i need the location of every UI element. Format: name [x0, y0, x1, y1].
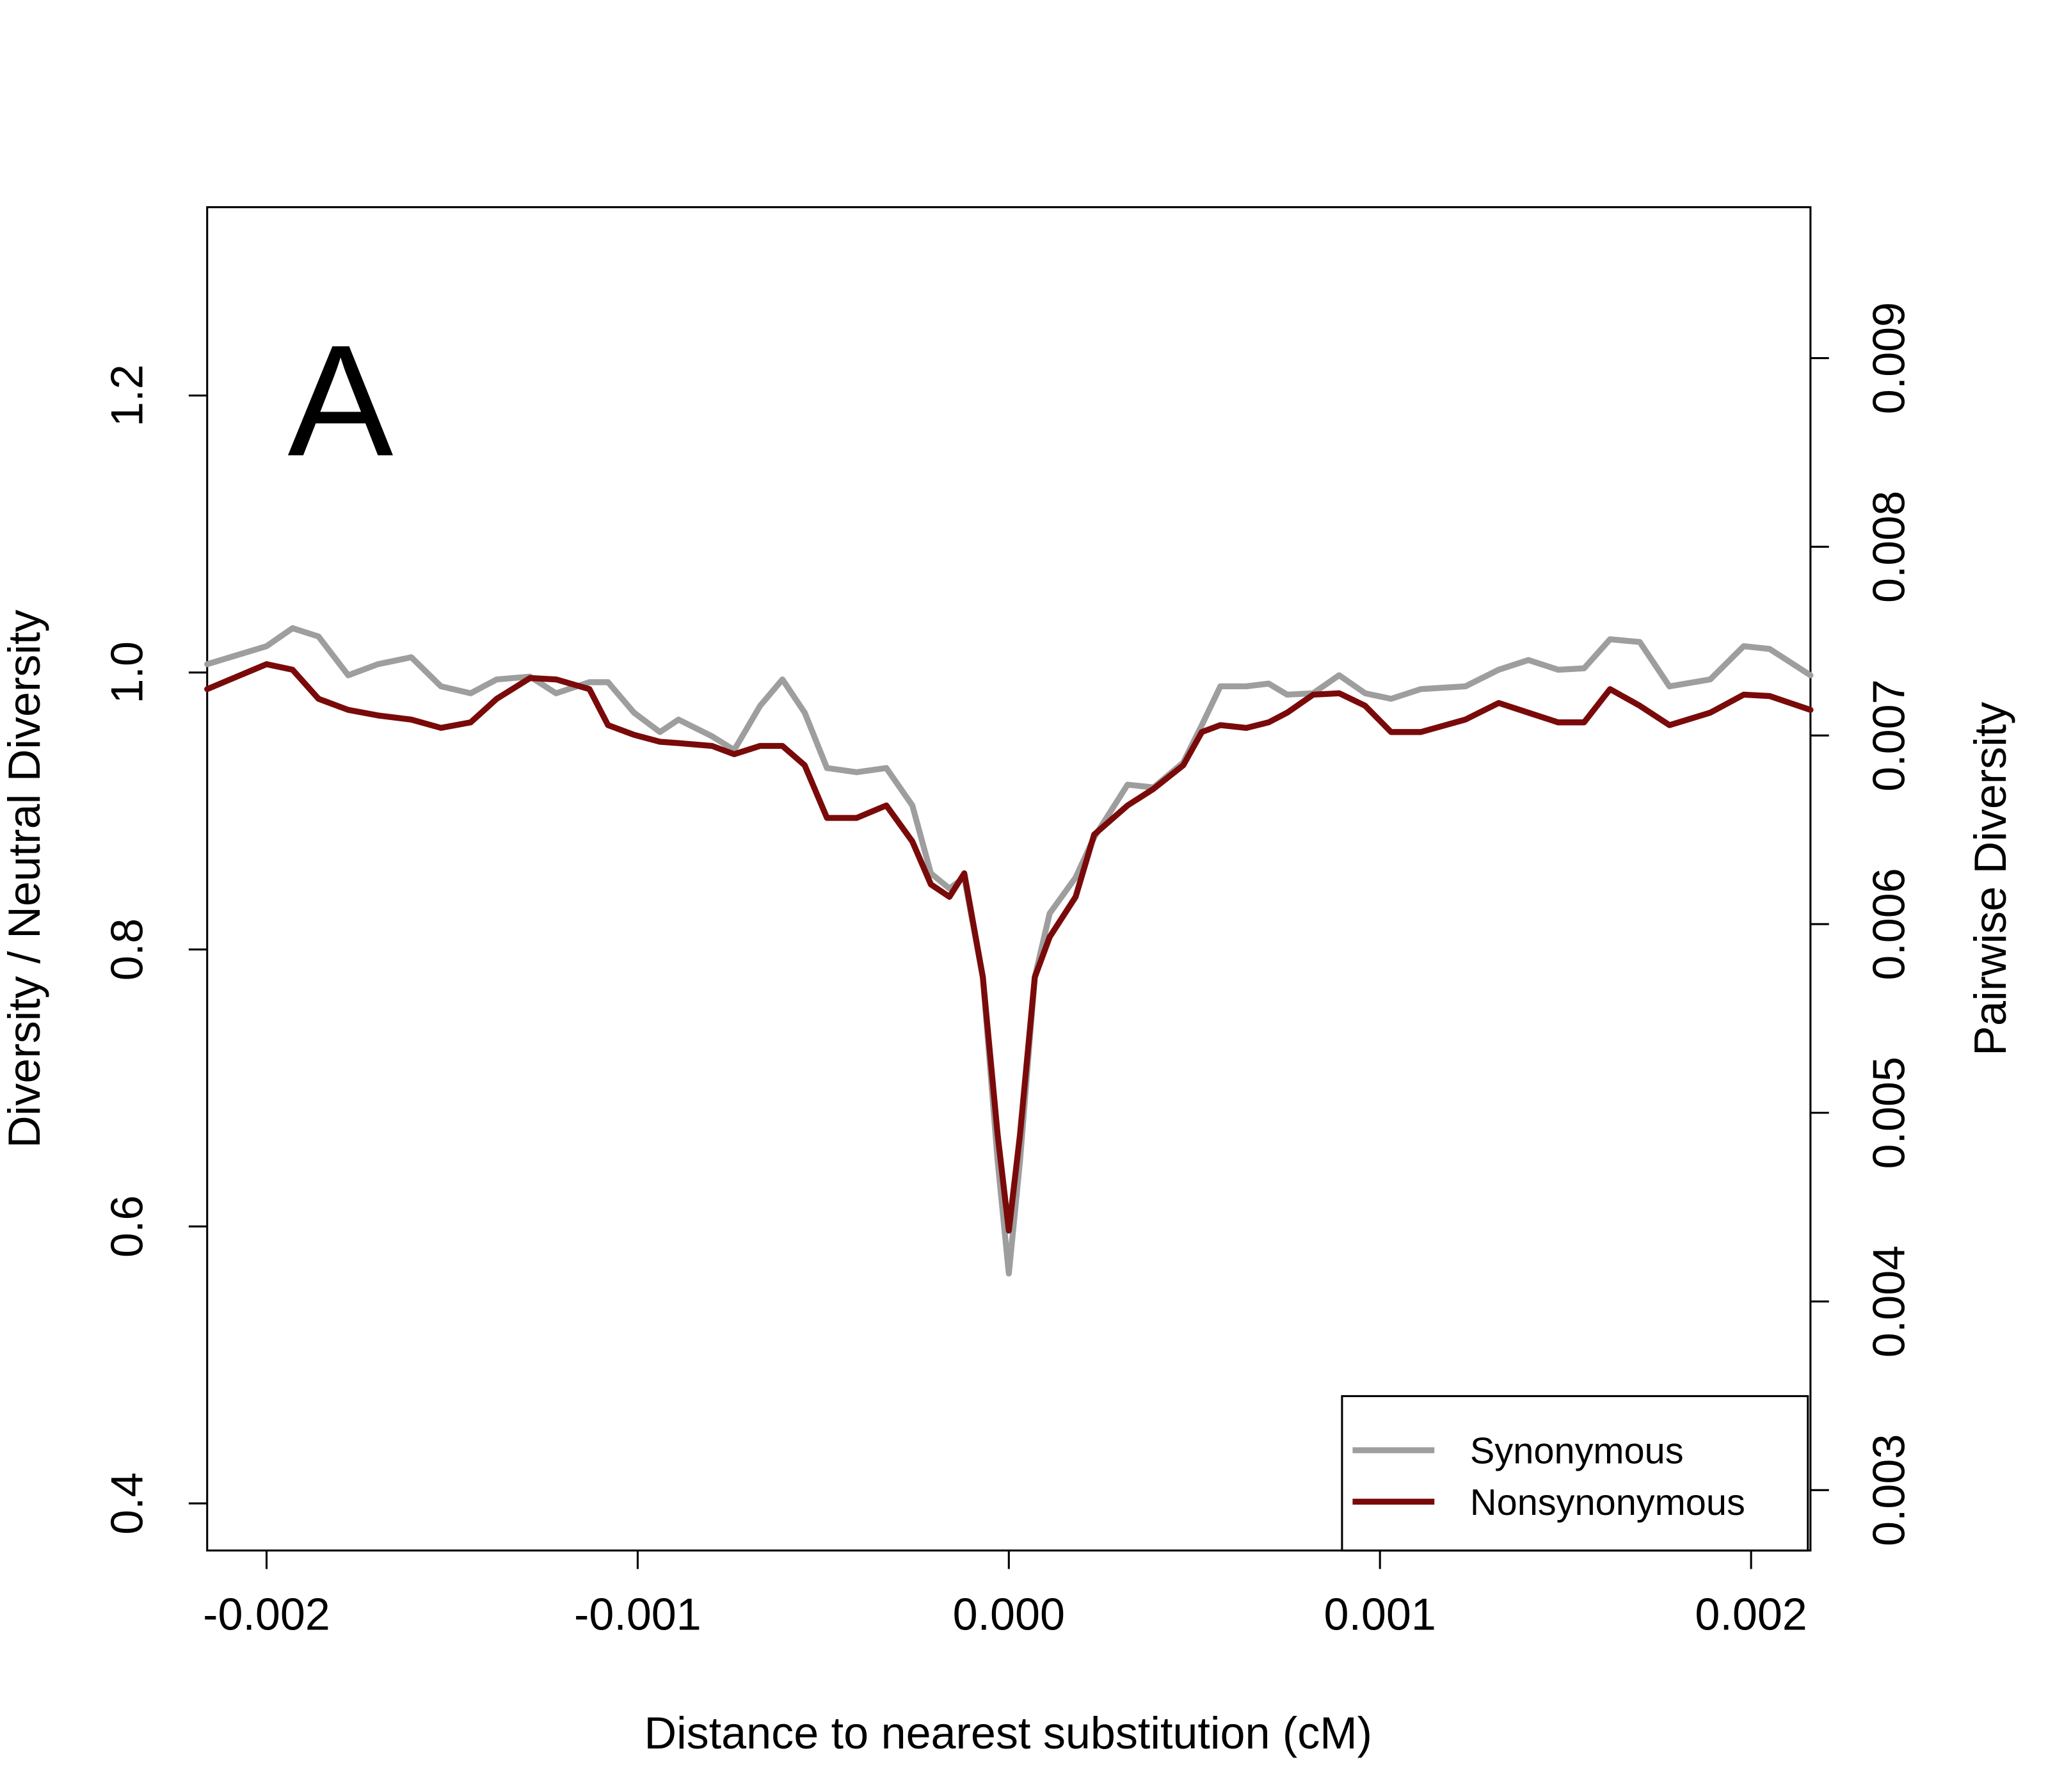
y-tick-label: 0.4	[102, 1472, 152, 1534]
y2-tick-label: 0.009	[1864, 302, 1914, 414]
y2-axis-title: Pairwise Diversity	[1965, 702, 2015, 1056]
y2-tick-label: 0.008	[1864, 491, 1914, 603]
y-tick-label: 0.8	[102, 918, 152, 980]
legend-box	[1341, 1395, 1809, 1552]
y2-tick-label: 0.006	[1864, 868, 1914, 980]
legend-label: Synonymous	[1470, 1431, 1684, 1472]
y-axis-title: Diversity / Neutral Diversity	[0, 610, 49, 1148]
y-tick-label: 1.0	[102, 641, 152, 703]
x-tick-label: 0.002	[1695, 1589, 1807, 1639]
y2-tick-label: 0.007	[1864, 679, 1914, 791]
legend-label: Nonsynonymous	[1470, 1482, 1745, 1523]
x-axis-title: Distance to nearest substitution (cM)	[644, 1708, 1372, 1758]
y2-tick-label: 0.005	[1864, 1057, 1914, 1169]
y2-tick-label: 0.003	[1864, 1434, 1914, 1546]
y-tick-label: 1.2	[102, 364, 152, 426]
x-tick-label: 0.001	[1324, 1589, 1436, 1639]
plot-frame	[206, 206, 1812, 1552]
panel-label: A	[287, 312, 393, 489]
y2-tick-label: 0.004	[1864, 1245, 1914, 1357]
series-line	[204, 661, 1814, 1234]
x-tick-label: -0.001	[574, 1589, 701, 1639]
x-tick-label: 0.000	[953, 1589, 1065, 1639]
x-tick-label: -0.002	[203, 1589, 330, 1639]
y-tick-label: 0.6	[102, 1196, 152, 1258]
